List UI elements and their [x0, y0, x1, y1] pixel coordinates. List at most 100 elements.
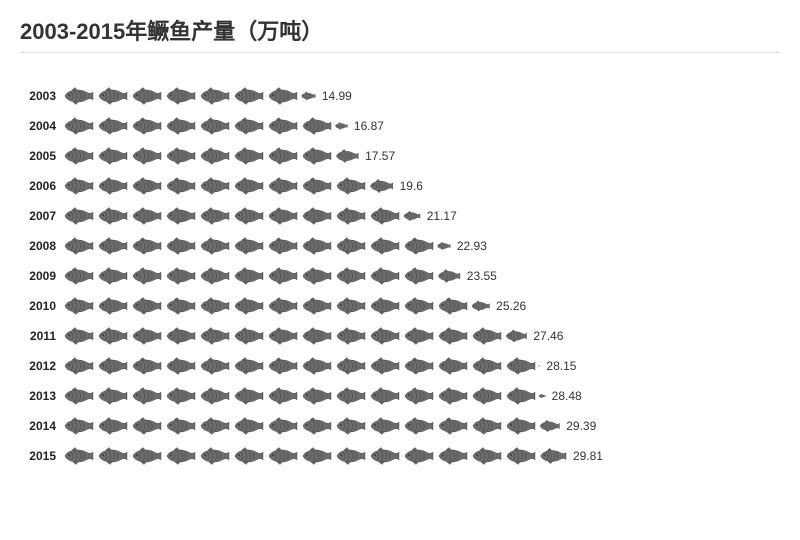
pictogram-row: 2006: [20, 171, 780, 201]
year-label: 2012: [20, 359, 62, 373]
fish-icon: [62, 87, 94, 105]
year-label: 2011: [20, 329, 62, 343]
value-label: 27.46: [533, 329, 563, 343]
fish-icon: [130, 147, 162, 165]
pictogram-row: 2008: [20, 231, 780, 261]
fish-icon: [62, 357, 94, 375]
year-label: 2010: [20, 299, 62, 313]
fish-icon: [334, 297, 366, 315]
fish-icon: [300, 447, 332, 465]
fish-icon-partial: [402, 207, 421, 225]
fish-icon: [96, 447, 128, 465]
pictogram-row: 2010: [20, 291, 780, 321]
pictogram-icons: [62, 417, 562, 435]
fish-icon: [164, 267, 196, 285]
fish-icon: [266, 237, 298, 255]
value-label: 19.6: [400, 179, 423, 193]
fish-icon: [504, 447, 536, 465]
fish-icon: [300, 297, 332, 315]
fish-icon: [232, 267, 264, 285]
fish-icon: [96, 387, 128, 405]
fish-icon: [130, 207, 162, 225]
fish-icon: [130, 327, 162, 345]
value-label: 29.81: [573, 449, 603, 463]
fish-icon: [266, 147, 298, 165]
pictogram-row: 2004: [20, 111, 780, 141]
pictogram-row: 2015: [20, 441, 780, 471]
fish-icon-partial: [538, 447, 567, 465]
fish-icon: [266, 207, 298, 225]
pictogram-row: 2007: [20, 201, 780, 231]
fish-icon: [334, 177, 366, 195]
fish-icon: [164, 87, 196, 105]
fish-icon: [300, 327, 332, 345]
fish-icon: [402, 447, 434, 465]
fish-icon: [436, 297, 468, 315]
fish-icon: [300, 177, 332, 195]
fish-icon: [62, 147, 94, 165]
value-label: 28.15: [546, 359, 576, 373]
pictogram-icons: [62, 237, 453, 255]
fish-icon: [232, 297, 264, 315]
fish-icon: [164, 237, 196, 255]
chart-container: 2003-2015年鳜鱼产量（万吨） 2003: [0, 0, 800, 481]
fish-icon: [164, 297, 196, 315]
fish-icon: [232, 177, 264, 195]
fish-icon: [198, 147, 230, 165]
pictogram-row: 2009: [20, 261, 780, 291]
fish-icon: [334, 357, 366, 375]
fish-icon: [368, 417, 400, 435]
fish-icon: [164, 387, 196, 405]
fish-icon: [96, 207, 128, 225]
fish-icon: [164, 417, 196, 435]
fish-icon: [232, 417, 264, 435]
fish-icon: [334, 237, 366, 255]
fish-icon: [300, 207, 332, 225]
pictogram-icons: [62, 117, 350, 135]
fish-icon: [334, 387, 366, 405]
fish-icon: [130, 417, 162, 435]
fish-icon: [62, 327, 94, 345]
fish-icon-partial: [538, 387, 546, 405]
year-label: 2007: [20, 209, 62, 223]
year-label: 2015: [20, 449, 62, 463]
fish-icon: [164, 357, 196, 375]
value-label: 16.87: [354, 119, 384, 133]
fish-icon: [96, 177, 128, 195]
fish-icon: [130, 387, 162, 405]
fish-icon: [96, 87, 128, 105]
pictogram-icons: [62, 147, 361, 165]
fish-icon: [96, 117, 128, 135]
pictogram-row: 2012: [20, 351, 780, 381]
fish-icon: [470, 327, 502, 345]
fish-icon: [62, 177, 94, 195]
fish-icon: [266, 417, 298, 435]
fish-icon: [402, 387, 434, 405]
year-label: 2004: [20, 119, 62, 133]
fish-icon: [62, 237, 94, 255]
fish-icon: [266, 387, 298, 405]
fish-icon: [334, 267, 366, 285]
pictogram-row: 2013: [20, 381, 780, 411]
fish-icon-partial: [470, 297, 490, 315]
fish-icon: [198, 357, 230, 375]
fish-icon: [164, 177, 196, 195]
fish-icon: [62, 297, 94, 315]
fish-icon: [198, 327, 230, 345]
fish-icon: [130, 357, 162, 375]
fish-icon: [198, 417, 230, 435]
fish-icon: [402, 417, 434, 435]
fish-icon: [62, 417, 94, 435]
fish-icon: [62, 117, 94, 135]
fish-icon: [198, 117, 230, 135]
fish-icon: [436, 417, 468, 435]
fish-icon: [266, 87, 298, 105]
fish-icon: [62, 447, 94, 465]
fish-icon-partial: [368, 177, 394, 195]
fish-icon: [368, 207, 400, 225]
fish-icon: [266, 297, 298, 315]
fish-icon: [62, 207, 94, 225]
fish-icon: [300, 237, 332, 255]
fish-icon: [402, 297, 434, 315]
fish-icon: [402, 237, 434, 255]
